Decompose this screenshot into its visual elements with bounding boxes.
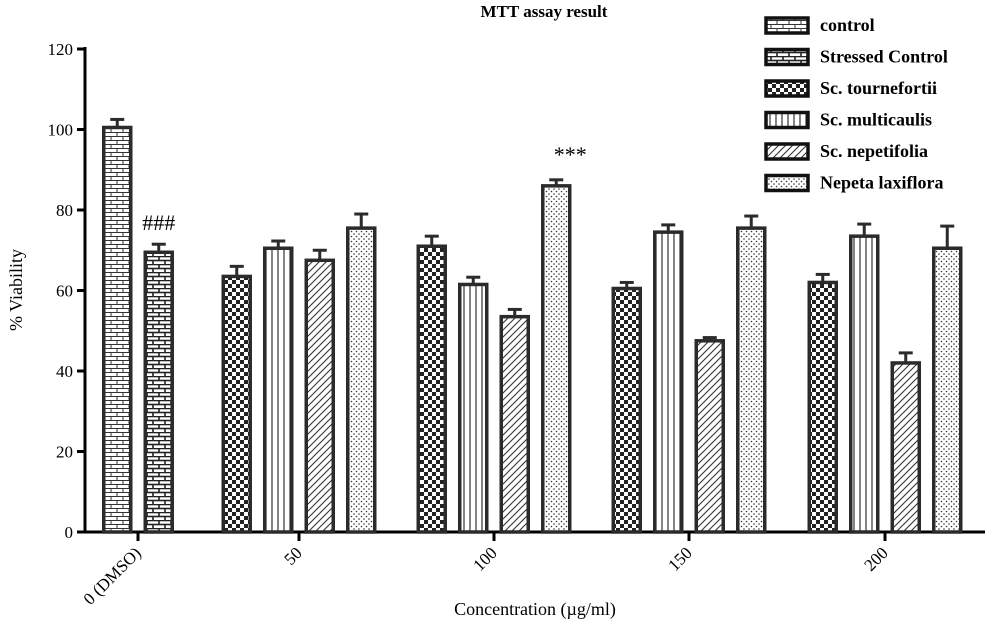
significance-annotation: ***	[554, 142, 587, 167]
y-tick-label: 80	[56, 201, 73, 220]
y-tick-label: 0	[65, 523, 74, 542]
bars: ### ***	[102, 117, 963, 534]
legend-swatch	[764, 16, 810, 35]
legend-label: Sc. multicaulis	[820, 110, 932, 130]
legend-swatch	[764, 110, 810, 130]
legend-swatch	[764, 142, 810, 161]
bar	[807, 280, 838, 534]
chart-title: MTT assay result	[481, 2, 608, 21]
y-tick-label: 100	[48, 121, 74, 140]
y-axis-label: % Viability	[6, 249, 26, 331]
y-tick-label: 40	[56, 362, 73, 381]
bar	[346, 226, 377, 534]
bar	[143, 250, 174, 534]
bar	[416, 244, 447, 534]
x-tick-label: 200	[860, 543, 891, 574]
bar	[221, 274, 252, 534]
x-tick-label: 150	[664, 543, 695, 574]
x-tick-label: 100	[469, 543, 500, 574]
bar	[736, 226, 767, 534]
bar	[263, 246, 294, 534]
y-tick-label: 60	[56, 282, 73, 301]
legend: control Stressed Control Sc. tournefortii S…	[764, 15, 948, 193]
x-axis-label: Concentration (µg/ml)	[454, 599, 616, 620]
bar	[102, 125, 133, 534]
y-tick-label: 120	[48, 40, 74, 59]
bar	[932, 246, 963, 534]
legend-swatch	[764, 47, 810, 67]
legend-label: Nepeta laxiflora	[820, 173, 943, 193]
x-tick-label: 0 (DMSO)	[80, 543, 145, 608]
legend-label: Sc. nepetifolia	[820, 141, 928, 161]
bar	[458, 282, 489, 534]
significance-annotation: ###	[142, 210, 175, 235]
legend-label: control	[820, 15, 875, 35]
bar	[653, 230, 684, 534]
legend-label: Stressed Control	[820, 47, 948, 67]
x-tick-label: 50	[280, 543, 305, 568]
bar	[849, 234, 880, 534]
y-tick-label: 20	[56, 443, 73, 462]
bar	[499, 314, 530, 534]
legend-swatch	[764, 173, 810, 193]
legend-swatch	[764, 79, 810, 98]
bar	[304, 258, 335, 534]
bar	[611, 286, 642, 534]
bar	[694, 339, 725, 534]
legend-label: Sc. tournefortii	[820, 78, 937, 98]
bar	[890, 361, 921, 534]
bar	[541, 184, 572, 534]
